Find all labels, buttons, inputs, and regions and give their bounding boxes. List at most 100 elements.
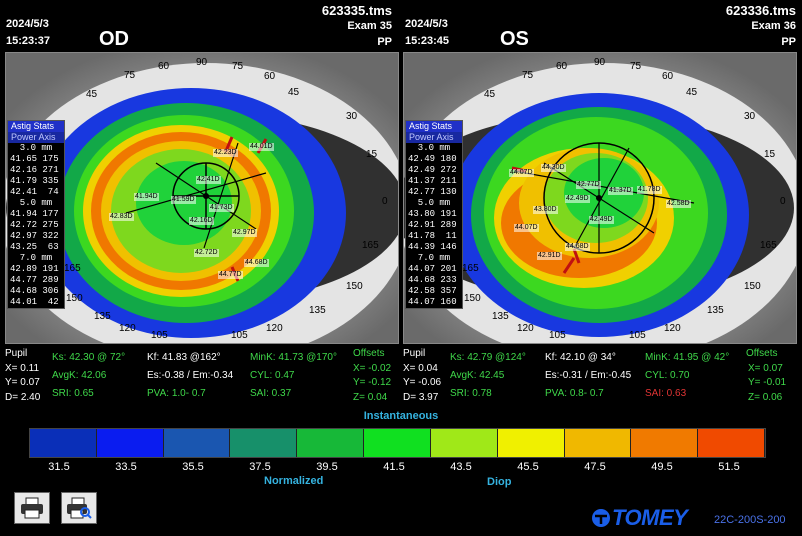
axis-degree-label: 105 [549, 330, 566, 341]
zone-row: 44.07 201 [408, 264, 457, 274]
zone-row: 43.80 191 [408, 209, 457, 219]
axis-degree-label: 15 [764, 149, 776, 160]
os-date: 2024/5/3 [405, 18, 448, 30]
diop-label[interactable]: Diop [487, 476, 512, 488]
zone-row: 42.97 322 [10, 231, 59, 241]
power-point-label: 44.07D [509, 169, 534, 177]
power-point-label: 42.49D [565, 195, 590, 203]
scale-value-label: 33.5 [115, 461, 137, 473]
scale-value-label: 35.5 [182, 461, 204, 473]
axis-degree-label: 90 [196, 57, 208, 68]
power-point-label: 43.80D [533, 206, 558, 214]
os-pva: PVA: 0.8- 0.7 [545, 388, 604, 399]
scale-value-label: 37.5 [249, 461, 271, 473]
zone-row: 44.68 306 [10, 286, 59, 296]
axis-degree-label: 150 [464, 293, 481, 304]
od-astig-stats-tab[interactable]: Astig Stats [8, 121, 64, 132]
od-astig-stats-box: Astig Stats Power Axis 3.0 mm 41.65 175 42… [7, 120, 65, 309]
scale-swatch [564, 429, 632, 457]
tomey-logo: TOMEY [590, 505, 688, 531]
os-pupil-d: D= 3.97 [403, 392, 439, 403]
os-offsets-title: Offsets [746, 348, 778, 359]
od-exam: Exam 35 [347, 20, 392, 32]
axis-degree-label: 75 [124, 70, 136, 81]
os-astig-stats-box: Astig Stats Power Axis 3.0 mm 42.49 180 42… [405, 120, 463, 309]
axis-degree-label: 165 [362, 240, 379, 251]
print-button[interactable] [14, 492, 50, 524]
axis-degree-label: 75 [522, 70, 534, 81]
scale-swatch [497, 429, 565, 457]
od-topography-map[interactable]: 42.23D 44.01D 42.41D 41.94D 41.59D 41.73D 42.8… [5, 52, 399, 344]
os-pupil-x: X= 0.04 [403, 363, 438, 374]
axis-degree-label: 45 [686, 87, 698, 98]
axis-degree-label: 165 [64, 263, 81, 274]
axis-degree-label: 0 [382, 196, 388, 207]
os-topography-map[interactable]: 44.30D 44.07D 42.77D 41.37D 42.49D 41.78D 42.5… [403, 52, 797, 344]
axis-degree-label: 0 [780, 196, 786, 207]
od-pupil-x: X= 0.11 [5, 363, 40, 374]
od-pupil-d: D= 2.40 [5, 392, 41, 403]
os-power-axis-tab[interactable]: Power Axis [406, 132, 462, 143]
power-point-label: 41.94D [134, 193, 159, 201]
power-point-label: 42.49D [589, 216, 614, 224]
os-offset-y: Y= -0.01 [748, 377, 787, 388]
scale-value-label: 45.5 [517, 461, 539, 473]
os-offset-z: Z= 0.06 [748, 392, 783, 403]
scale-value-label: 47.5 [584, 461, 606, 473]
os-kf: Kf: 42.10 @ 34° [545, 352, 616, 363]
print-preview-button[interactable] [61, 492, 97, 524]
axis-degree-label: 150 [346, 281, 363, 292]
axis-degree-label: 135 [707, 305, 724, 316]
axis-degree-label: 120 [517, 323, 534, 334]
power-point-label: 42.77D [576, 181, 601, 189]
power-point-label: 41.73D [209, 204, 234, 212]
power-point-label: 44.68D [244, 259, 269, 267]
od-mink: MinK: 41.73 @170° [250, 352, 337, 363]
od-pupil-label: Pupil [5, 348, 28, 359]
power-point-label: 42.72D [194, 249, 219, 257]
axis-degree-label: 75 [630, 61, 642, 72]
axis-degree-label: 90 [594, 57, 606, 68]
power-point-label: 42.23D [213, 149, 238, 157]
axis-degree-label: 105 [629, 330, 646, 341]
od-power-axis-tab[interactable]: Power Axis [8, 132, 64, 143]
os-astig-stats-tab[interactable]: Astig Stats [406, 121, 462, 132]
axis-degree-label: 30 [346, 111, 358, 122]
od-date: 2024/5/3 [6, 18, 49, 30]
power-point-label: 42.58D [666, 200, 691, 208]
os-avgk: AvgK: 42.45 [450, 370, 505, 381]
axis-degree-label: 120 [664, 323, 681, 334]
zone-row: 44.01 42 [10, 297, 59, 307]
zone-label: 7.0 mm [417, 253, 451, 263]
scale-value-label: 49.5 [651, 461, 673, 473]
od-pupil-y: Y= 0.07 [5, 377, 40, 388]
axis-degree-label: 120 [119, 323, 136, 334]
od-time: 15:23:37 [6, 35, 51, 47]
os-time: 15:23:45 [405, 35, 450, 47]
zone-label: 5.0 mm [417, 198, 451, 208]
os-es-em: Es:-0.31 / Em:-0.45 [545, 370, 632, 381]
axis-degree-label: 60 [158, 61, 170, 72]
od-cyl: CYL: 0.47 [250, 370, 295, 381]
zone-label: 3.0 mm [417, 143, 451, 153]
zone-label: 3.0 mm [19, 143, 53, 153]
scale-swatch [364, 429, 431, 457]
axis-degree-label: 45 [484, 89, 496, 100]
axis-degree-label: 120 [266, 323, 283, 334]
od-stats: Pupil X= 0.11 Y= 0.07 D= 2.40 Ks: 42.30 … [5, 346, 399, 406]
power-point-label: 44.01D [249, 143, 274, 151]
zone-row: 44.07 160 [408, 297, 457, 307]
power-point-label: 41.59D [171, 196, 196, 204]
os-header: 2024/5/3 15:23:45 OS 623336.tms Exam 36 … [402, 0, 802, 52]
axis-degree-label: 45 [288, 87, 300, 98]
zone-row: 44.77 289 [10, 275, 59, 285]
scale-swatch [163, 429, 231, 457]
axis-degree-label: 30 [744, 111, 756, 122]
od-offset-x: X= -0.02 [353, 363, 392, 374]
axis-degree-label: 150 [66, 293, 83, 304]
zone-row: 44.39 146 [408, 242, 457, 252]
od-file: 623335.tms [321, 3, 392, 18]
axis-degree-label: 165 [462, 263, 479, 274]
scale-title: Instantaneous [363, 410, 439, 422]
normalized-label[interactable]: Normalized [264, 475, 324, 487]
